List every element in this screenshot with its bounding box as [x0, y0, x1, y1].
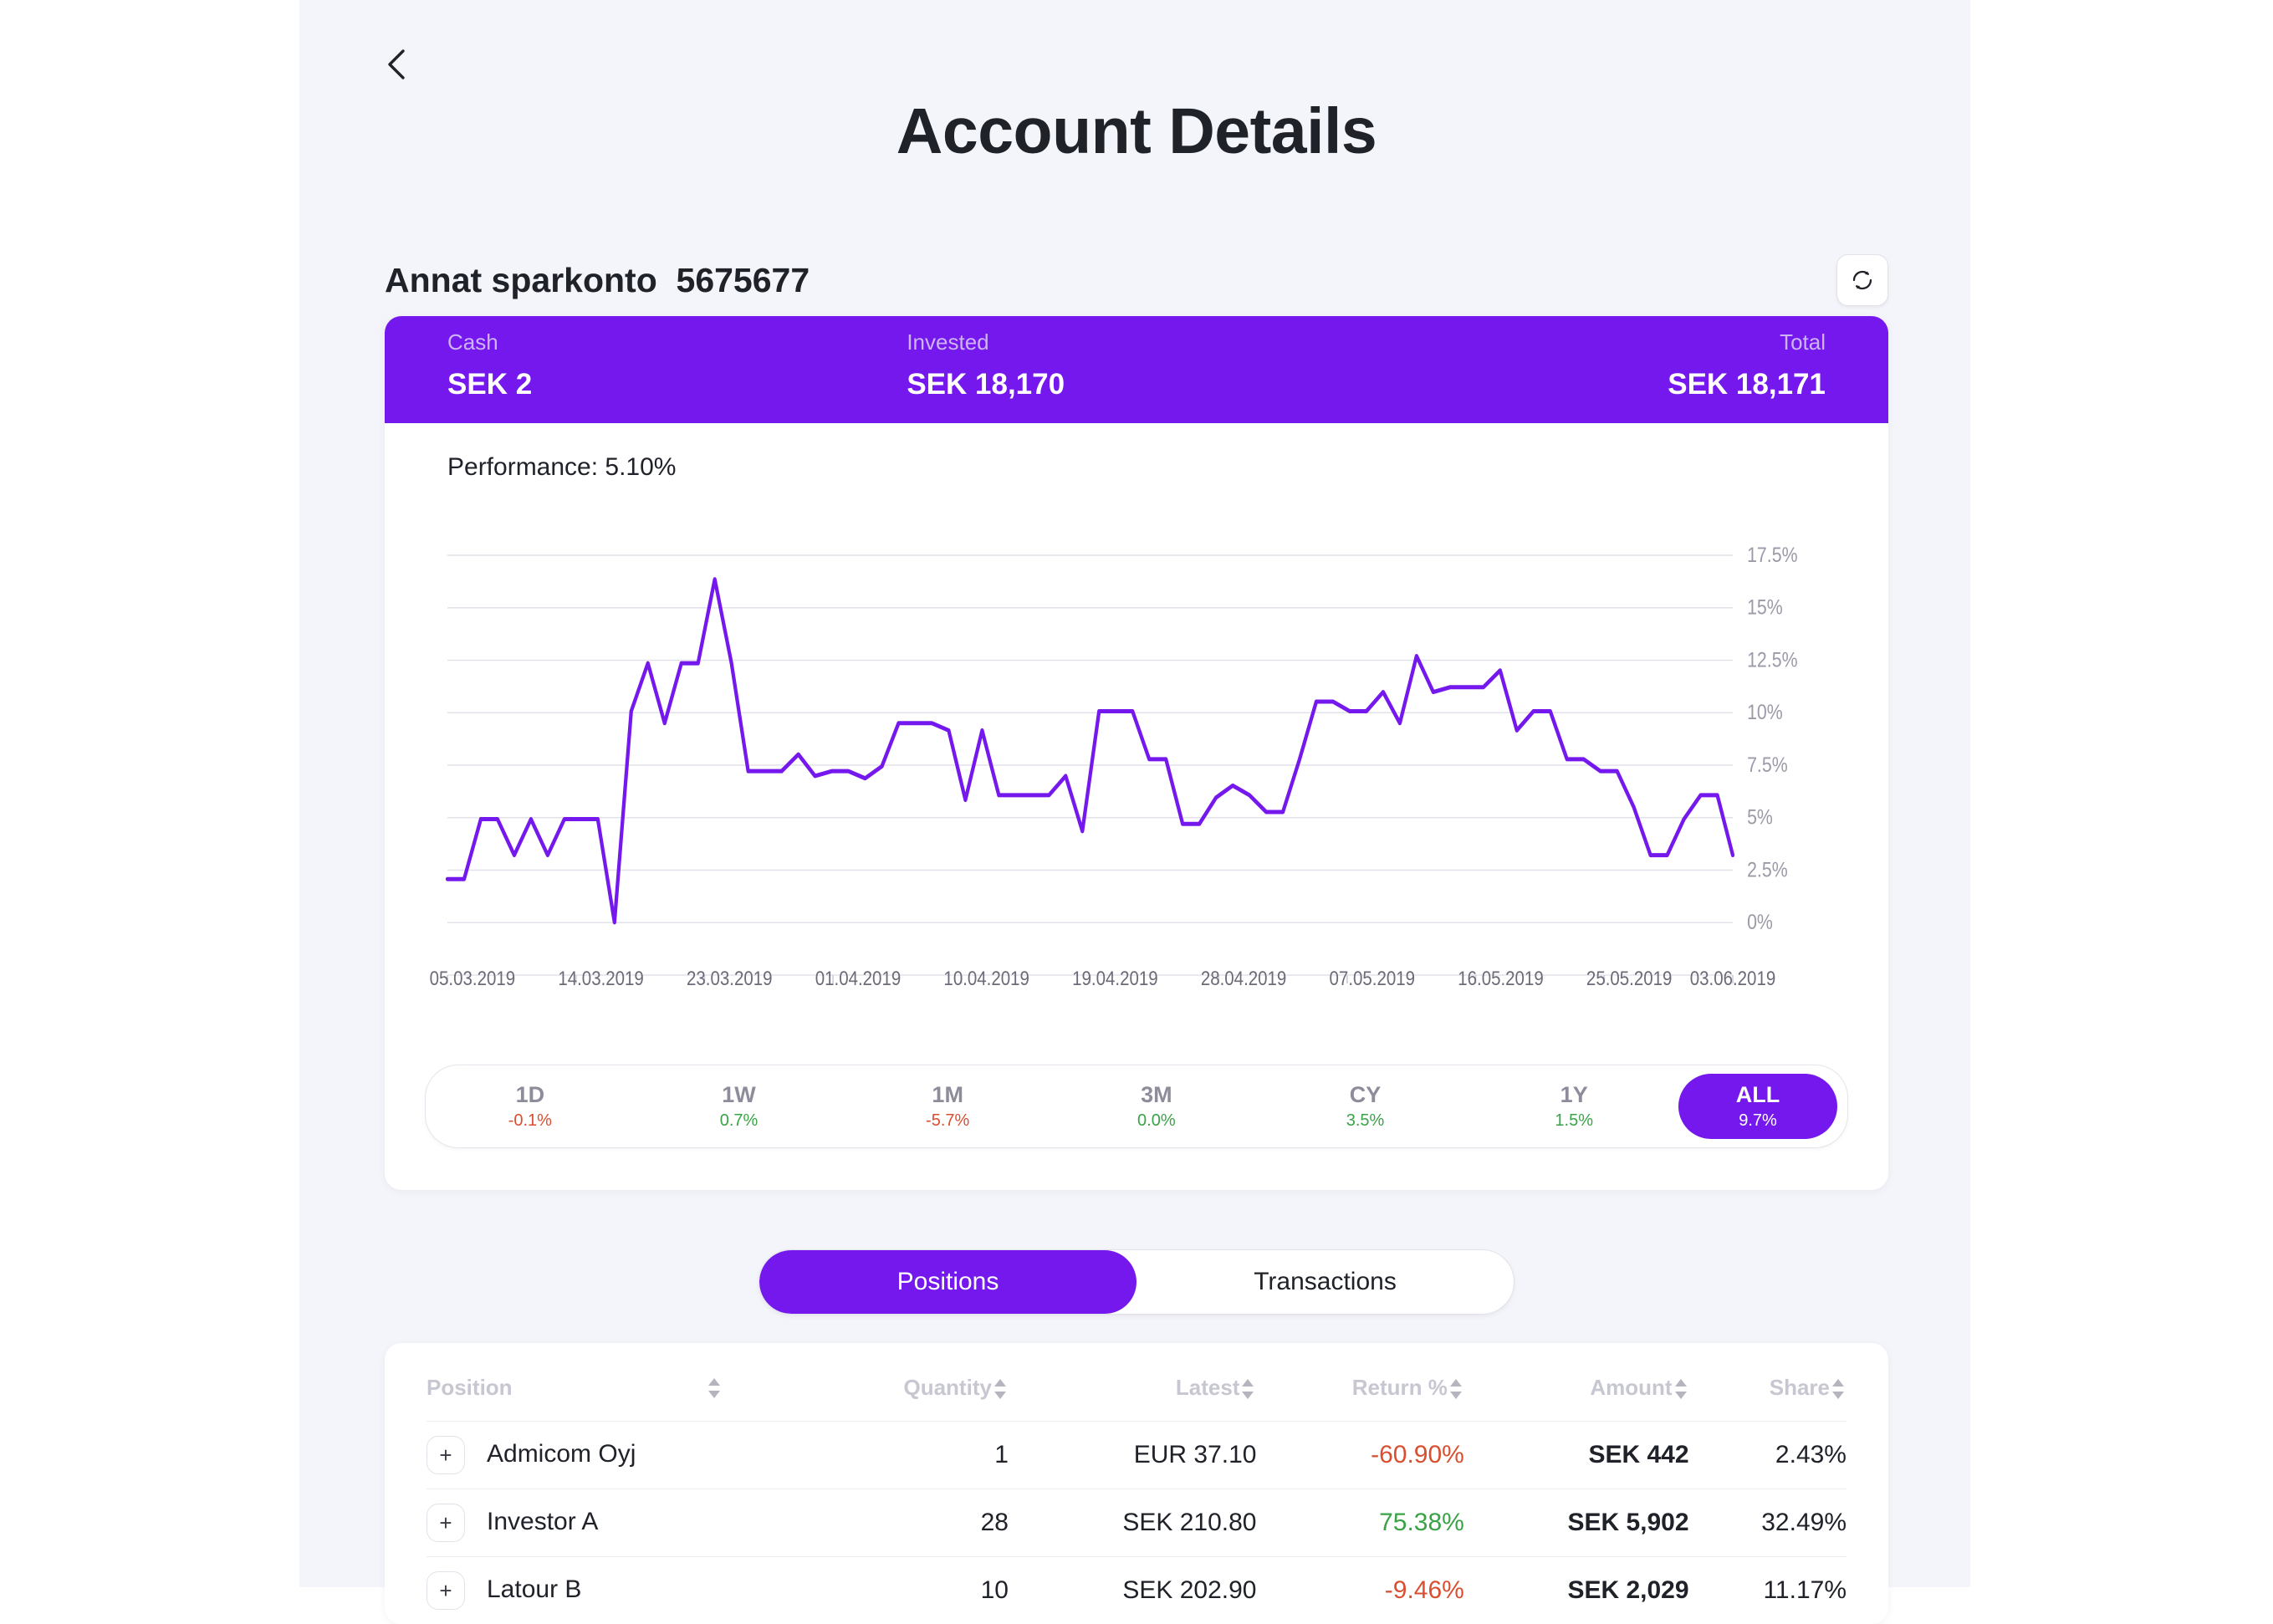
svg-text:7.5%: 7.5% [1747, 753, 1788, 776]
svg-text:03.06.2019: 03.06.2019 [1690, 967, 1775, 989]
svg-text:23.03.2019: 23.03.2019 [687, 967, 772, 989]
svg-text:07.05.2019: 07.05.2019 [1330, 967, 1415, 989]
svg-text:17.5%: 17.5% [1747, 543, 1798, 566]
svg-text:10.04.2019: 10.04.2019 [943, 967, 1029, 989]
svg-text:05.03.2019: 05.03.2019 [430, 967, 515, 989]
svg-text:01.04.2019: 01.04.2019 [815, 967, 901, 989]
svg-text:5%: 5% [1747, 805, 1773, 829]
svg-text:15%: 15% [1747, 595, 1783, 619]
svg-text:0%: 0% [1747, 911, 1773, 934]
svg-text:12.5%: 12.5% [1747, 648, 1798, 672]
svg-text:25.05.2019: 25.05.2019 [1586, 967, 1672, 989]
svg-text:2.5%: 2.5% [1747, 858, 1788, 881]
svg-text:14.03.2019: 14.03.2019 [558, 967, 643, 989]
svg-text:16.05.2019: 16.05.2019 [1458, 967, 1543, 989]
svg-text:19.04.2019: 19.04.2019 [1072, 967, 1157, 989]
svg-text:28.04.2019: 28.04.2019 [1201, 967, 1286, 989]
svg-text:10%: 10% [1747, 701, 1783, 724]
